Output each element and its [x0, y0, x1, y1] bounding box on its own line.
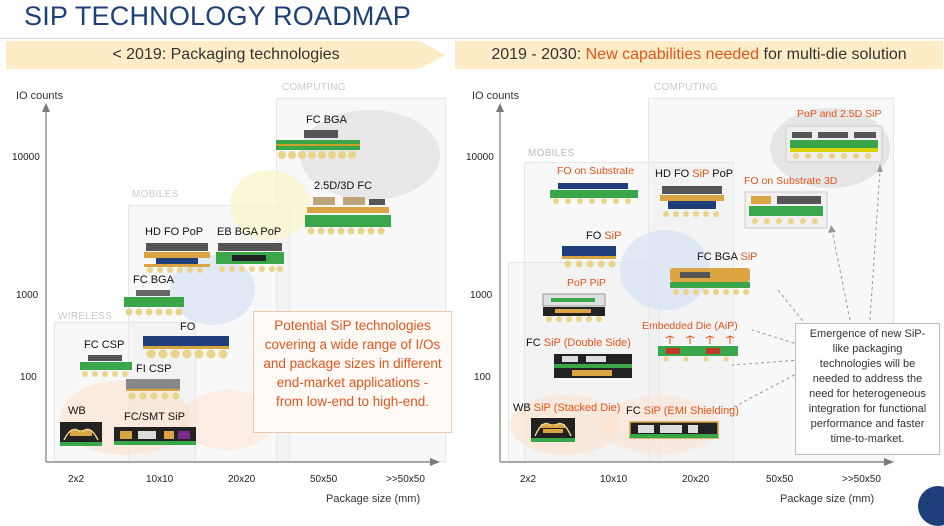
- right-x-tick-gt50x50: >>50x50: [842, 474, 881, 485]
- fo-sip-package-icon: [562, 246, 616, 268]
- label-fo-sip: FO SiP: [586, 230, 621, 242]
- left-callout-text: Potential SiP technologies covering a wi…: [263, 318, 442, 409]
- label-25d-3d-fc: 2.5D/3D FC: [314, 180, 373, 192]
- fc-bga-sip-package-icon: [670, 268, 750, 295]
- hd-fo-sip-pop-b: SiP: [692, 168, 710, 180]
- fc-smt-sip-package-icon: [114, 427, 196, 445]
- fo-package-icon: [143, 336, 229, 359]
- hd-fo-sip-pop-package-icon: [660, 186, 724, 217]
- embedded-die-package-icon: [658, 335, 738, 362]
- pop-25d-sip-package-icon: [785, 125, 883, 163]
- label-fc-bga-sip: FC BGA SiP: [697, 251, 758, 263]
- fc-sip-emi-b: SiP (EMI Shielding): [643, 405, 739, 417]
- fc-bga-package-icon: [124, 290, 184, 316]
- fo-sip-a: FO: [586, 230, 605, 242]
- left-x-tick-20x20: 20x20: [228, 474, 256, 485]
- right-banner-accent: New capabilities needed: [585, 46, 760, 63]
- title-divider: [0, 38, 944, 39]
- fc-sip-emi-a: FC: [626, 405, 644, 417]
- pop-pip-package-icon: [542, 293, 606, 322]
- right-note-box: Emergence of new SiP-like packaging tech…: [795, 323, 940, 455]
- page-title: SIP TECHNOLOGY ROADMAP: [24, 1, 412, 31]
- left-x-tick-2x2: 2x2: [68, 474, 85, 485]
- fc-csp-package-icon: [80, 355, 132, 377]
- right-y-tick-100: 100: [474, 372, 491, 383]
- fo-on-substrate-3d-package-icon: [744, 191, 828, 229]
- right-y-tick-10000: 10000: [466, 152, 494, 163]
- right-x-axis-label: Package size (mm): [780, 493, 875, 505]
- fc-sip-double-side-package-icon: [554, 354, 632, 378]
- label-embedded-die: Embedded Die (AiP): [642, 320, 738, 332]
- 25d-3d-fc-package-icon: [305, 197, 391, 235]
- left-x-tick-50x50: 50x50: [310, 474, 338, 485]
- left-y-tick-10000: 10000: [12, 152, 40, 163]
- left-highlight-blob: [230, 170, 310, 240]
- label-fo-on-substrate: FO on Substrate: [557, 165, 635, 177]
- label-hd-fo-sip-pop: HD FO SiP PoP: [655, 168, 733, 180]
- label-pop-pip: PoP PiP: [567, 277, 606, 289]
- left-x-axis-label: Package size (mm): [326, 493, 421, 505]
- left-callout-box: Potential SiP technologies covering a wi…: [253, 311, 452, 433]
- label-fc-bga-top: FC BGA: [306, 114, 347, 126]
- fo-sip-b: SiP: [604, 230, 622, 242]
- left-wireless-label: WIRELESS: [58, 311, 113, 322]
- left-mobiles-label: MOBILES: [132, 189, 179, 200]
- wb-sip-stacked-die-package-icon: [531, 418, 575, 442]
- label-fi-csp: FI CSP: [136, 363, 172, 375]
- label-eb-bga-pop: EB BGA PoP: [217, 226, 282, 238]
- label-wb-sip-stacked-die: WB SiP (Stacked Die): [513, 402, 620, 414]
- left-y-axis-label: IO counts: [16, 90, 64, 102]
- label-fc-csp: FC CSP: [84, 339, 125, 351]
- label-hd-fo-pop: HD FO PoP: [145, 226, 204, 238]
- eb-bga-pop-package-icon: [216, 243, 284, 272]
- right-period-banner: 2019 - 2030: New capabilities needed for…: [455, 41, 943, 69]
- left-y-tick-100: 100: [20, 372, 37, 383]
- hd-fo-sip-pop-c: PoP: [709, 168, 734, 180]
- right-y-tick-1000: 1000: [470, 290, 493, 301]
- right-banner-text: 2019 - 2030: New capabilities needed for…: [455, 46, 943, 64]
- hd-fo-pop-package-icon: [144, 243, 210, 273]
- right-y-axis-label: IO counts: [472, 90, 520, 102]
- label-fc-sip-emi: FC SiP (EMI Shielding): [626, 405, 739, 417]
- label-fc-bga: FC BGA: [133, 274, 174, 286]
- right-x-tick-20x20: 20x20: [682, 474, 710, 485]
- right-note-text: Emergence of new SiP-like packaging tech…: [808, 328, 927, 445]
- wb-package-icon: [60, 422, 102, 446]
- fc-sip-ds-a: FC: [526, 337, 544, 349]
- right-x-tick-10x10: 10x10: [600, 474, 628, 485]
- left-banner-text: < 2019: Packaging technologies: [112, 46, 340, 63]
- wb-sip-b: SiP (Stacked Die): [533, 402, 621, 414]
- right-computing-label: COMPUTING: [654, 82, 718, 93]
- wb-sip-a: WB: [513, 402, 534, 414]
- left-computing-label: COMPUTING: [282, 82, 346, 93]
- fc-bga-top-package-icon: [276, 130, 360, 159]
- label-wb: WB: [68, 405, 86, 417]
- label-fo-on-substrate-3d: FO on Substrate 3D: [744, 175, 838, 187]
- fo-on-substrate-package-icon: [550, 183, 638, 204]
- fi-csp-package-icon: [126, 379, 180, 400]
- fc-bga-sip-b: SiP: [740, 251, 758, 263]
- label-fo: FO: [180, 321, 196, 333]
- fc-sip-ds-b: SiP (Double Side): [543, 337, 631, 349]
- left-axes: [42, 103, 440, 466]
- label-fc-smt-sip: FC/SMT SiP: [124, 411, 185, 423]
- left-x-tick-10x10: 10x10: [146, 474, 174, 485]
- right-banner-post: for multi-die solution: [759, 46, 907, 63]
- left-y-tick-1000: 1000: [16, 290, 39, 301]
- label-fc-sip-double-side: FC SiP (Double Side): [526, 337, 631, 349]
- right-x-tick-50x50: 50x50: [766, 474, 794, 485]
- label-pop-25d-sip: PoP and 2.5D SiP: [797, 108, 882, 120]
- corner-badge: [918, 486, 944, 526]
- left-period-banner: < 2019: Packaging technologies: [6, 41, 446, 69]
- right-mobiles-label: MOBILES: [528, 148, 575, 159]
- fc-bga-sip-a: FC BGA: [697, 251, 741, 263]
- left-x-tick-gt50x50: >>50x50: [386, 474, 425, 485]
- fc-sip-emi-shielding-package-icon: [629, 421, 719, 439]
- right-banner-pre: 2019 - 2030:: [491, 46, 586, 63]
- right-x-tick-2x2: 2x2: [520, 474, 537, 485]
- hd-fo-sip-pop-a: HD FO: [655, 168, 693, 180]
